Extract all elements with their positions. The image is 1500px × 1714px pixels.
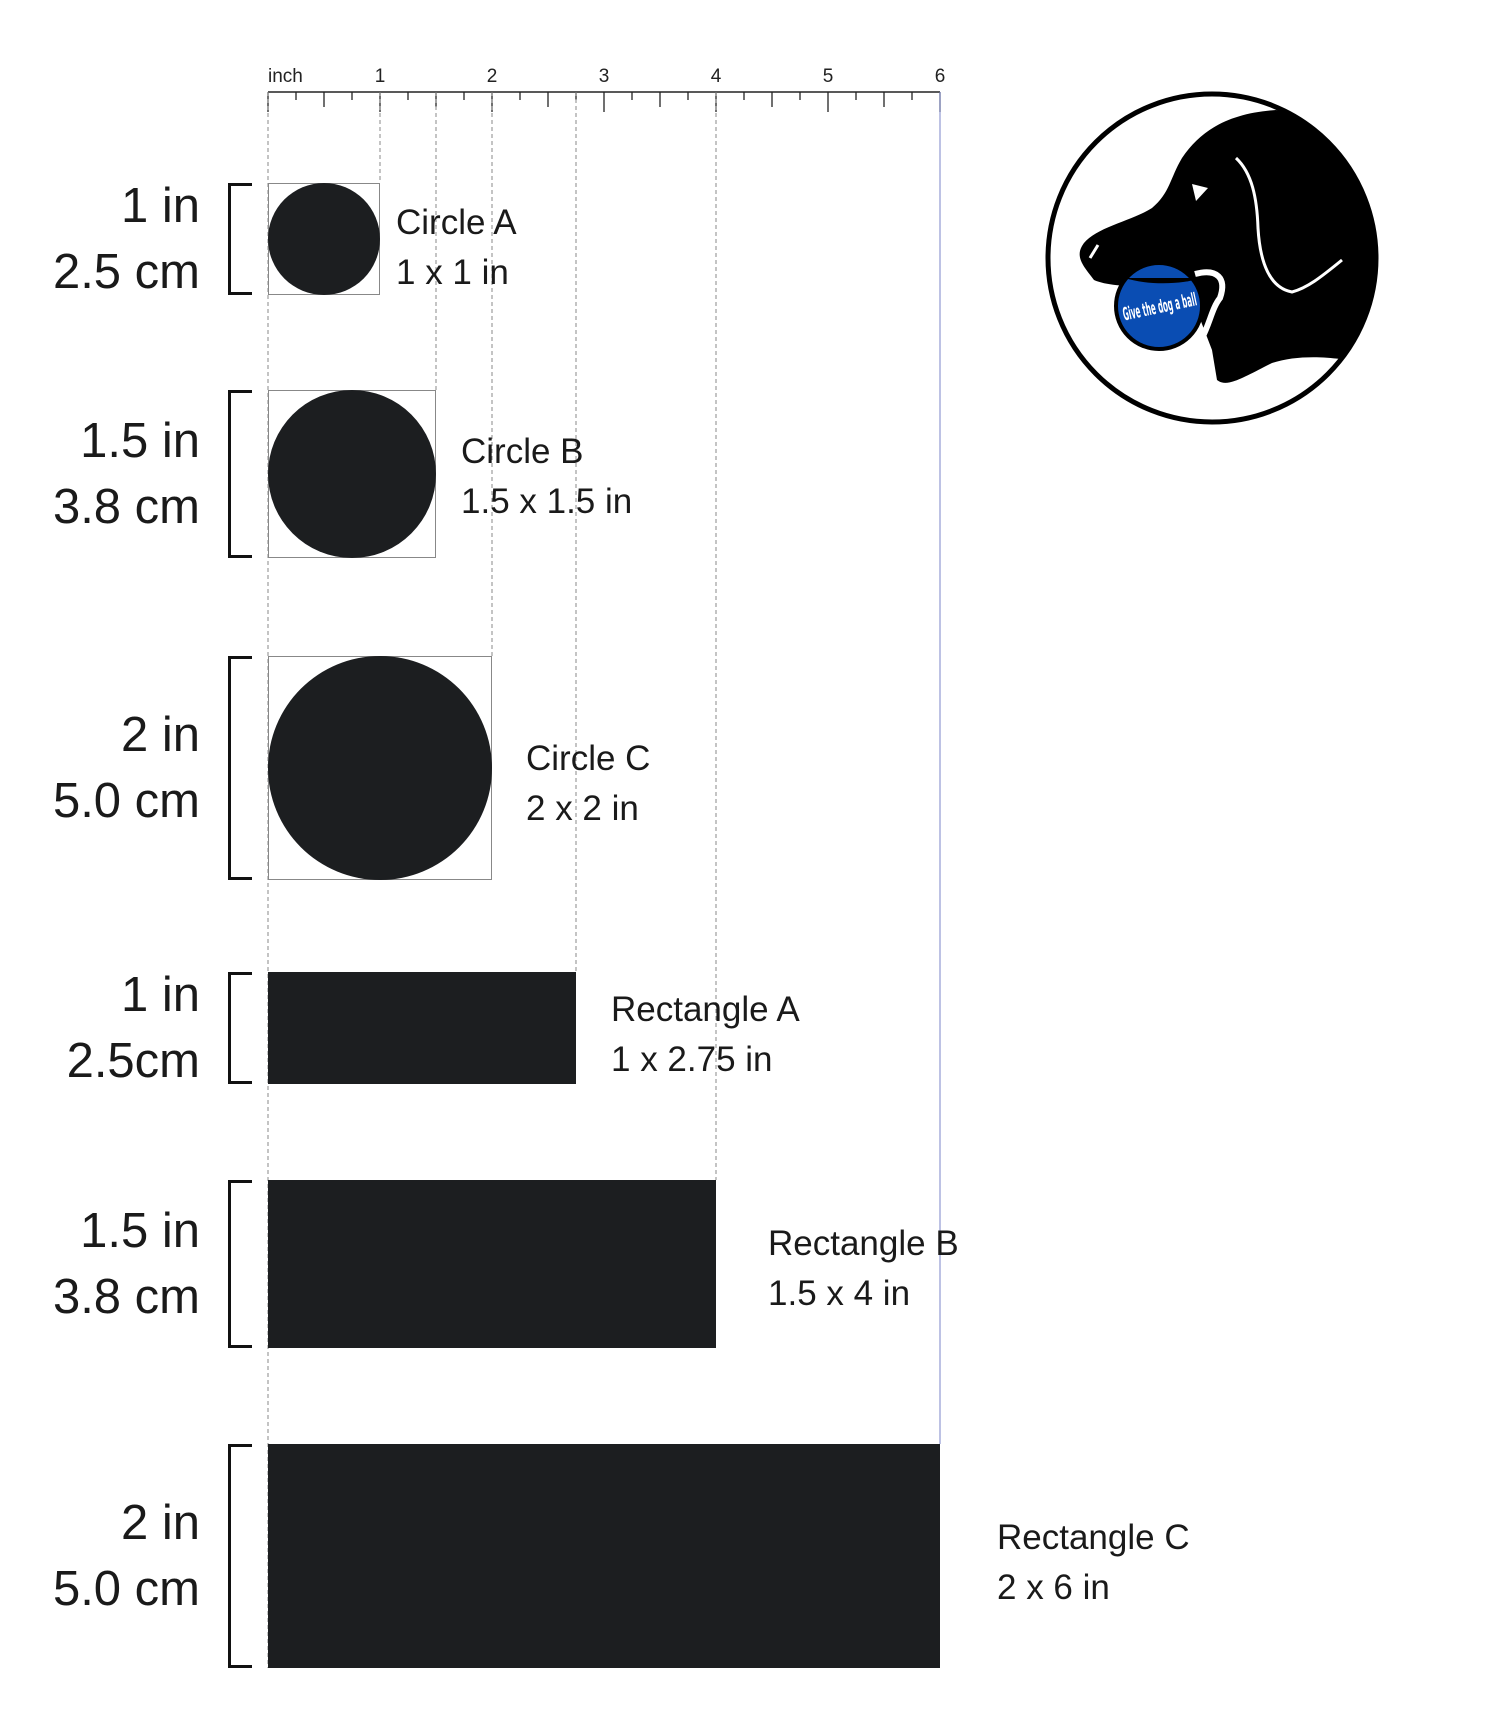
height-cm: 3.8 cm — [52, 1270, 200, 1324]
height-inches: 1.5 in — [80, 414, 200, 468]
circle-c-shape — [268, 656, 492, 880]
rectangle-a-shape — [268, 972, 576, 1084]
ruler-tick-label: 2 — [486, 66, 498, 87]
circle-b-label: Circle B 1.5 x 1.5 in — [461, 427, 632, 527]
height-inches: 2 in — [120, 708, 200, 762]
ruler-tick-label: 4 — [710, 66, 722, 87]
ruler-tick-label: 3 — [598, 66, 610, 87]
height-bracket — [228, 390, 252, 558]
height-inches: 1 in — [120, 968, 200, 1022]
circle-a-height-label: 1 in 2.5 cm — [53, 173, 200, 305]
height-cm: 2.5cm — [66, 1034, 200, 1088]
height-bracket — [228, 972, 252, 1084]
height-bracket — [228, 1444, 252, 1668]
dog-logo: Give the dog a ball — [1045, 91, 1379, 425]
shape-size: 2 x 6 in — [997, 1568, 1110, 1607]
shape-name: Circle C — [526, 739, 651, 778]
shape-name: Circle B — [461, 432, 584, 471]
height-cm: 5.0 cm — [52, 774, 200, 828]
height-cm: 5.0 cm — [52, 1562, 200, 1616]
ruler-unit-label: inch — [268, 66, 303, 87]
shape-size: 1 x 1 in — [396, 253, 509, 292]
rectangle-a-label: Rectangle A 1 x 2.75 in — [611, 985, 800, 1085]
shape-size: 1 x 2.75 in — [611, 1040, 773, 1079]
shape-name: Rectangle A — [611, 990, 800, 1029]
circle-b-shape — [268, 390, 436, 558]
rectangle-b-shape — [268, 1180, 716, 1348]
circle-a-label: Circle A 1 x 1 in — [396, 198, 517, 298]
height-inches: 2 in — [120, 1496, 200, 1550]
shape-name: Circle A — [396, 203, 517, 242]
shape-name: Rectangle C — [997, 1518, 1190, 1557]
height-inches: 1.5 in — [80, 1204, 200, 1258]
ruler-tick-label: 1 — [374, 66, 386, 87]
circle-a-shape — [268, 183, 380, 295]
height-cm: 2.5 cm — [52, 245, 200, 299]
circle-b-height-label: 1.5 in 3.8 cm — [53, 408, 200, 540]
height-bracket — [228, 1180, 252, 1348]
shape-size: 1.5 x 1.5 in — [461, 482, 633, 521]
height-bracket — [228, 656, 252, 880]
rectangle-b-label: Rectangle B 1.5 x 4 in — [768, 1219, 959, 1319]
shape-name: Rectangle B — [768, 1224, 959, 1263]
height-bracket — [228, 183, 252, 295]
ruler-tick-label: 5 — [822, 66, 834, 87]
ruler-tick-label: 6 — [934, 66, 946, 87]
shape-size: 1.5 x 4 in — [768, 1274, 911, 1313]
rectangle-c-shape — [268, 1444, 940, 1668]
height-inches: 1 in — [120, 179, 200, 233]
rectangle-c-height-label: 2 in 5.0 cm — [53, 1490, 200, 1622]
circle-c-height-label: 2 in 5.0 cm — [53, 702, 200, 834]
height-cm: 3.8 cm — [52, 480, 200, 534]
shape-size: 2 x 2 in — [526, 789, 639, 828]
circle-c-label: Circle C 2 x 2 in — [526, 734, 650, 834]
rectangle-b-height-label: 1.5 in 3.8 cm — [53, 1198, 200, 1330]
rectangle-c-label: Rectangle C 2 x 6 in — [997, 1513, 1190, 1613]
rectangle-a-height-label: 1 in 2.5cm — [67, 962, 200, 1094]
